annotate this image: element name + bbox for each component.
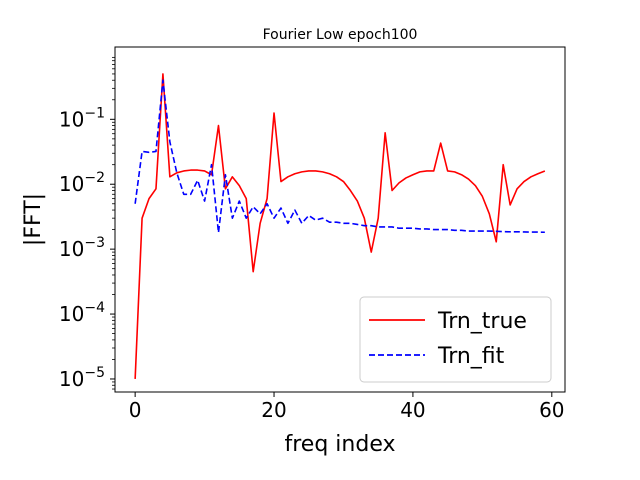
legend-box <box>359 296 552 383</box>
series-line-trn-fit <box>134 79 545 234</box>
x-tick-label: 60 <box>539 398 564 422</box>
legend-label: Trn_true <box>437 309 527 334</box>
x-axis-label: freq index <box>285 432 396 457</box>
legend: Trn_true Trn_fit <box>359 296 552 383</box>
y-axis: 10−5 10−4 10−3 10−2 10−1 <box>59 56 115 391</box>
x-axis: 0 20 40 60 <box>129 392 565 422</box>
series-layer <box>134 73 546 380</box>
plot-frame <box>114 46 566 393</box>
y-tick-label: 10−4 <box>59 300 105 326</box>
y-tick-label: 10−1 <box>59 105 105 131</box>
x-tick-label: 40 <box>400 398 425 422</box>
x-tick-label: 20 <box>261 398 286 422</box>
y-axis-label: |FFT| <box>21 193 46 246</box>
y-tick-label: 10−2 <box>59 170 105 196</box>
series-line-trn-true <box>134 73 546 380</box>
x-tick-label: 0 <box>129 398 142 422</box>
y-tick-label: 10−3 <box>59 235 105 261</box>
y-tick-label: 10−5 <box>59 365 105 391</box>
legend-label: Trn_fit <box>437 344 505 369</box>
chart-title: Fourier Low epoch100 <box>263 27 418 43</box>
